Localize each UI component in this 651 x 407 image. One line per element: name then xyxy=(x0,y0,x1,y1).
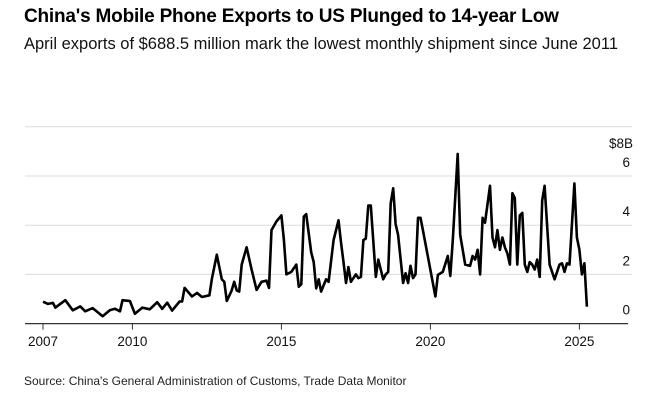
x-axis-ticks: 2007 2010 2015 2020 2025 xyxy=(28,323,594,349)
x-tick-label: 2015 xyxy=(266,334,296,349)
y-unit-label: $8B xyxy=(609,136,633,151)
x-tick-label: 2010 xyxy=(117,334,147,349)
y-tick-label: 4 xyxy=(622,204,630,219)
x-tick-label: 2007 xyxy=(28,334,58,349)
y-tick-labels: 0 2 4 6 xyxy=(622,155,630,318)
x-tick-label: 2025 xyxy=(564,334,594,349)
source-note: Source: China's General Administration o… xyxy=(24,374,407,388)
chart-title: China's Mobile Phone Exports to US Plung… xyxy=(24,6,559,27)
y-tick-label: 0 xyxy=(622,303,630,318)
chart-subtitle: April exports of $688.5 million mark the… xyxy=(24,35,618,53)
y-tick-label: 2 xyxy=(622,253,630,268)
y-tick-label: 6 xyxy=(622,155,630,170)
series-line xyxy=(42,152,589,318)
x-tick-label: 2020 xyxy=(415,334,445,349)
